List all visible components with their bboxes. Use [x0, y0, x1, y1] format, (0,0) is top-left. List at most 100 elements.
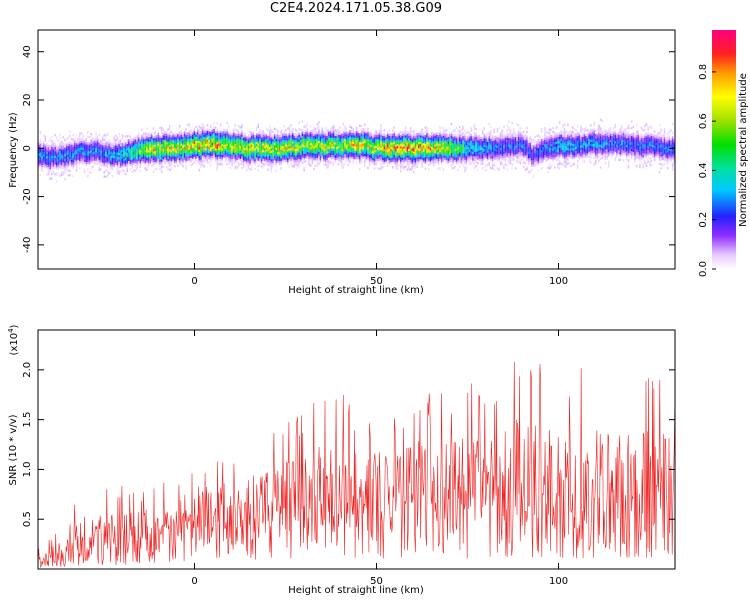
spectrogram-cell	[544, 129, 546, 132]
spectrogram-cell	[87, 161, 89, 164]
spectrogram-cell	[187, 156, 189, 159]
spectrogram-cell	[155, 161, 158, 164]
spectrogram-cell	[136, 141, 138, 145]
spectrogram-cell	[123, 156, 125, 159]
spectrogram-cell	[323, 158, 325, 162]
spectrogram-cell	[565, 163, 567, 166]
spectrogram-cell	[375, 147, 377, 151]
spectrogram-cell	[485, 153, 487, 157]
spectrogram-cell	[82, 149, 84, 153]
spectrogram-cell	[522, 152, 525, 155]
spectrogram-cell	[576, 144, 579, 147]
spectrogram-cell	[167, 132, 169, 135]
spectrogram-cell	[131, 157, 133, 161]
spectrogram-cell	[57, 161, 60, 164]
spectrogram-cell	[75, 143, 78, 146]
spectrogram-cell	[234, 161, 237, 164]
spectrogram-cell	[534, 159, 536, 162]
spectrogram-cell	[324, 139, 327, 143]
spectrogram-cell	[82, 145, 84, 148]
spectrogram-cell	[445, 129, 448, 132]
spectrogram-cell	[393, 137, 395, 140]
spectrogram-cell	[288, 135, 291, 138]
spectrogram-cell	[349, 125, 351, 129]
spectrogram-cell	[254, 145, 256, 149]
spectrogram-cell	[427, 168, 430, 171]
spectrogram-cell	[576, 136, 579, 139]
spectrogram-cell	[249, 139, 251, 142]
spectrogram-cell	[121, 162, 123, 165]
spectrogram-cell	[540, 130, 543, 133]
spectrogram-cell	[388, 142, 390, 145]
spectrogram-cell	[183, 142, 186, 145]
spectrogram-cell	[224, 157, 227, 160]
spectrogram-cell	[85, 157, 87, 160]
spectrogram-cell	[165, 157, 168, 160]
spectrogram-cell	[350, 156, 353, 160]
spectrogram-cell	[565, 152, 567, 155]
spectrogram-cell	[75, 158, 78, 161]
spectrogram-cell	[146, 136, 148, 139]
spectrogram-cell	[337, 147, 340, 151]
spectrogram-cell	[141, 143, 143, 146]
spectrogram-cell	[508, 137, 510, 141]
spectrogram-cell	[190, 144, 192, 147]
spectrogram-cell	[97, 162, 99, 165]
spectrogram-cell	[327, 140, 330, 143]
spectrogram-cell	[149, 147, 151, 151]
spectrogram-cell	[252, 154, 255, 157]
spectrogram-cell	[457, 160, 459, 163]
spectrogram-cell	[305, 145, 307, 148]
spectrogram-cell	[504, 141, 507, 144]
spectrogram-cell	[367, 129, 369, 133]
spectrogram-cell	[242, 135, 245, 138]
spectrogram-cell	[90, 172, 92, 175]
spectrogram-cell	[547, 144, 549, 148]
spectrogram-cell	[449, 149, 451, 152]
spectrogram-cell	[247, 160, 250, 163]
spectrogram-cell	[185, 154, 187, 157]
spectrogram-cell	[578, 146, 580, 149]
spectrogram-cell	[319, 158, 322, 161]
spectrogram-cell	[416, 159, 418, 162]
spectrogram-cell	[411, 139, 413, 142]
spectrogram-cell	[97, 157, 99, 161]
spectrogram-cell	[280, 130, 282, 133]
spectrogram-cell	[105, 169, 107, 172]
spectrogram-cell	[418, 152, 420, 155]
spectrogram-cell	[454, 148, 456, 152]
spectrogram-cell	[95, 149, 97, 153]
spectrogram-cell	[326, 138, 328, 141]
spectrogram-cell	[272, 152, 274, 155]
spectrogram-cell	[432, 151, 435, 155]
spectrogram-cell	[52, 142, 55, 145]
spectrogram-cell	[79, 149, 81, 153]
spectrogram-cell	[445, 150, 448, 154]
spectrogram-cell	[98, 168, 101, 172]
spectrogram-cell	[557, 156, 559, 159]
spectrogram-cell	[418, 148, 420, 151]
spectrogram-cell	[455, 139, 458, 143]
spectrogram-cell	[398, 142, 400, 145]
spectrogram-cell	[327, 138, 330, 141]
spectrogram-cell	[341, 148, 343, 152]
spectrogram-cell	[172, 146, 174, 149]
spectrogram-cell	[51, 144, 53, 147]
spectrogram-cell	[413, 129, 415, 132]
spectrogram-cell	[56, 180, 58, 183]
spectrogram-cell	[267, 129, 269, 132]
spectrogram-cell	[382, 135, 384, 139]
spectrogram-cell	[241, 145, 243, 148]
spectrogram-cell	[210, 153, 212, 156]
spectrogram-cell	[359, 146, 361, 149]
spectrogram-cell	[313, 168, 315, 171]
spectrogram-cell	[218, 134, 220, 138]
spectrogram-cell	[172, 152, 174, 156]
spectrogram-cell	[298, 154, 300, 157]
spectrogram-cell	[324, 157, 327, 160]
spectrogram-cell	[87, 142, 89, 145]
spectrogram-cell	[488, 122, 490, 126]
spectrogram-cell	[496, 152, 499, 155]
spectrogram-cell	[531, 155, 533, 159]
spectrogram-cell	[190, 146, 192, 150]
